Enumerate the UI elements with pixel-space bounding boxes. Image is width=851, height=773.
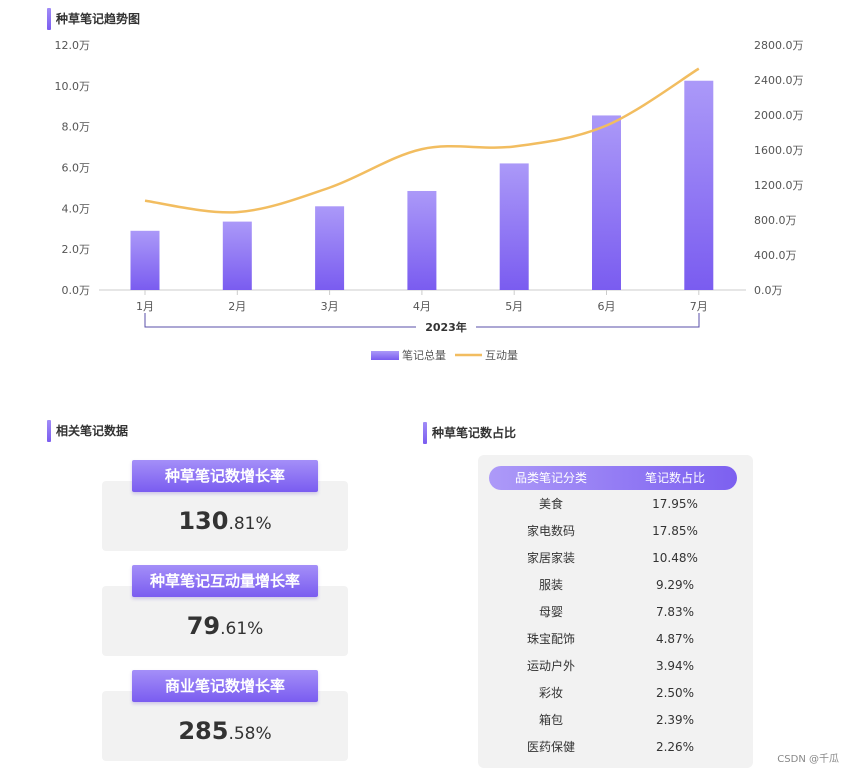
stat-value-int: 79 <box>186 612 221 640</box>
y-left-tick-label: 10.0万 <box>55 80 91 93</box>
y-right-tick-label: 2800.0万 <box>754 39 804 52</box>
series-line-interactions <box>144 67 700 214</box>
x-tick-label: 2月 <box>228 300 246 313</box>
y-left-tick-label: 8.0万 <box>62 121 91 134</box>
table-row: 彩妆 2.50% <box>489 680 737 707</box>
stat-label-notes-growth: 种草笔记数增长率 <box>132 460 318 492</box>
y-left-tick-label: 6.0万 <box>62 162 91 175</box>
stat-value-int: 285 <box>178 717 229 745</box>
table-cell-share: 17.85% <box>652 524 698 538</box>
table-cell-share: 4.87% <box>655 632 695 646</box>
chart-legend: 笔记总量 互动量 <box>371 348 518 362</box>
share-section-title: 种草笔记数占比 <box>423 422 516 444</box>
table-cell-category: 家电数码 <box>526 524 575 538</box>
y-right-tick-label: 2400.0万 <box>754 74 804 87</box>
table-cell-share: 7.83% <box>655 605 695 619</box>
x-tick-label: 3月 <box>321 300 339 313</box>
bar-notes-7月 <box>684 80 714 290</box>
table-cell-share: 10.48% <box>652 551 698 565</box>
trend-section-title: 种草笔记趋势图 <box>47 8 140 30</box>
legend-label-interactions: 互动量 <box>485 349 518 362</box>
table-cell-category: 家居家装 <box>526 551 575 565</box>
y-left-tick-label: 12.0万 <box>55 39 91 52</box>
table-row: 母婴 7.83% <box>489 599 737 626</box>
watermark: CSDN @千瓜 <box>777 754 839 765</box>
x-group-label: 2023年 <box>425 320 467 334</box>
x-tick-label: 1月 <box>136 300 154 313</box>
bar-notes-2月 <box>222 221 252 290</box>
table-header-share: 笔记数占比 <box>644 471 705 485</box>
bar-notes-3月 <box>315 206 345 290</box>
legend-label-notes: 笔记总量 <box>402 348 446 362</box>
trend-chart: 0.0万 2.0万 4.0万 6.0万 8.0万 10.0万 12.0万 0.0万 400.0… <box>55 39 804 362</box>
x-tick-label: 6月 <box>598 300 616 313</box>
table-cell-category: 箱包 <box>538 713 563 727</box>
x-tick-label: 5月 <box>505 300 523 313</box>
y-right-tick-label: 0.0万 <box>754 284 783 297</box>
category-share-table: 品类笔记分类 笔记数占比 美食 17.95% 家电数码 17.85% 家居家装 10.… <box>478 455 753 768</box>
bar-notes-4月 <box>407 190 437 290</box>
y-right-tick-label: 1600.0万 <box>754 144 804 157</box>
x-tick-label: 7月 <box>690 300 708 313</box>
legend-swatch-notes <box>371 351 399 360</box>
y-left-tick-label: 4.0万 <box>62 202 91 215</box>
y-right-tick-label: 800.0万 <box>754 214 797 227</box>
bar-notes-1月 <box>130 230 160 290</box>
table-cell-category: 珠宝配饰 <box>526 632 575 646</box>
stat-value-notes-growth: 130.81% <box>102 507 348 535</box>
table-row: 服装 9.29% <box>489 572 737 599</box>
stat-value-int: 130 <box>178 507 229 535</box>
table-row: 医药保健 2.26% <box>489 734 737 761</box>
table-cell-category: 彩妆 <box>538 686 563 700</box>
y-left-tick-label: 2.0万 <box>62 243 91 256</box>
stat-value-dec: .58% <box>228 724 272 744</box>
table-row: 美食 17.95% <box>489 491 737 518</box>
table-cell-category: 服装 <box>538 578 563 592</box>
table-cell-share: 9.29% <box>655 578 695 592</box>
stat-card-commercial-growth <box>102 691 348 761</box>
stat-value-dec: .81% <box>228 514 272 534</box>
table-cell-share: 3.94% <box>655 659 695 673</box>
table-cell-category: 美食 <box>538 497 563 511</box>
bar-notes-6月 <box>592 115 621 290</box>
stats-section-title: 相关笔记数据 <box>47 420 128 442</box>
stat-value-dec: .61% <box>220 619 264 639</box>
stat-card-interaction-growth <box>102 586 348 656</box>
y-right-tick-label: 2000.0万 <box>754 109 804 122</box>
table-cell-category: 母婴 <box>538 605 563 619</box>
table-row: 箱包 2.39% <box>489 707 737 734</box>
stat-value-interaction-growth: 79.61% <box>102 612 348 640</box>
table-cell-category: 医药保健 <box>526 740 575 754</box>
stat-value-commercial-growth: 285.58% <box>102 717 348 745</box>
bar-notes-5月 <box>499 163 529 290</box>
table-row: 家居家装 10.48% <box>489 545 737 572</box>
stat-label-interaction-growth: 种草笔记互动量增长率 <box>132 565 318 597</box>
table-row: 运动户外 3.94% <box>489 653 737 680</box>
y-right-tick-label: 1200.0万 <box>754 179 804 192</box>
table-header: 品类笔记分类 笔记数占比 <box>489 466 737 490</box>
table-cell-share: 2.50% <box>655 686 695 700</box>
y-left-tick-label: 0.0万 <box>62 284 91 297</box>
table-cell-share: 17.95% <box>652 497 698 511</box>
x-tick-label: 4月 <box>413 300 431 313</box>
table-cell-share: 2.39% <box>655 713 695 727</box>
y-right-tick-label: 400.0万 <box>754 249 797 262</box>
table-row: 家电数码 17.85% <box>489 518 737 545</box>
table-header-category: 品类笔记分类 <box>514 471 587 485</box>
table-row: 珠宝配饰 4.87% <box>489 626 737 653</box>
table-cell-share: 2.26% <box>655 740 695 754</box>
table-cell-category: 运动户外 <box>526 659 575 673</box>
stat-card-notes-growth <box>102 481 348 551</box>
stat-label-commercial-growth: 商业笔记数增长率 <box>132 670 318 702</box>
